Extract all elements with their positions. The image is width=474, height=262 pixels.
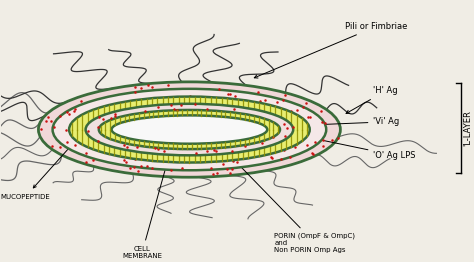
- Ellipse shape: [86, 104, 293, 155]
- Text: 'L-LAYER: 'L-LAYER: [463, 110, 472, 146]
- Ellipse shape: [53, 89, 326, 170]
- Text: MUCOPEPTIDE: MUCOPEPTIDE: [0, 134, 82, 200]
- Text: CELL
MEMBRANE: CELL MEMBRANE: [122, 154, 170, 259]
- Text: 'Vi' Ag: 'Vi' Ag: [316, 117, 400, 126]
- Text: 'O' Ag LPS: 'O' Ag LPS: [300, 134, 416, 160]
- Ellipse shape: [99, 110, 280, 149]
- Text: Pili or Fimbriae: Pili or Fimbriae: [254, 22, 408, 78]
- Text: 'H' Ag: 'H' Ag: [346, 86, 398, 113]
- Ellipse shape: [69, 97, 310, 162]
- Text: PORIN (OmpF & OmpC)
and
Non PORIN Omp Ags: PORIN (OmpF & OmpC) and Non PORIN Omp Ag…: [230, 156, 356, 253]
- Ellipse shape: [111, 115, 267, 144]
- Ellipse shape: [38, 82, 340, 177]
